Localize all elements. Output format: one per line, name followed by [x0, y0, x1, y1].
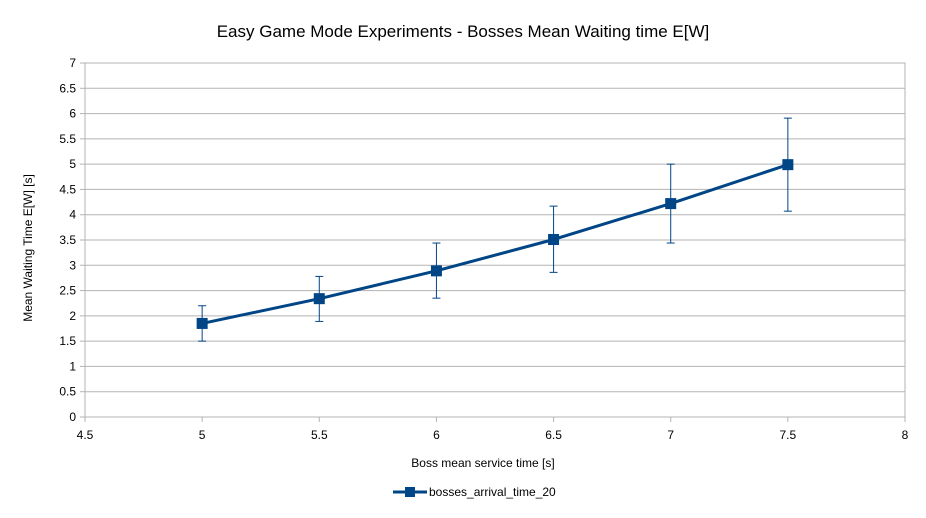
y-tick-label: 6.5	[59, 81, 76, 95]
series-layer	[196, 159, 794, 329]
series-line	[201, 163, 789, 325]
x-tick-label: 7	[667, 428, 674, 442]
y-tick-label: 2	[69, 309, 76, 323]
y-axis: 0 0.5 1 1.5 2 2.5 3 3.5 4 4.5 5 5.5 6 6.5 7	[59, 56, 85, 424]
x-tick-label: 4.5	[77, 428, 94, 442]
y-tick-label: 6	[69, 107, 76, 121]
x-axis: 4.5 5 5.5 6 6.5 7 7.5 8	[77, 417, 909, 442]
y-tick-label: 0	[69, 410, 76, 424]
data-point-marker	[196, 317, 208, 329]
data-point-marker	[665, 198, 677, 210]
x-tick-label: 8	[902, 428, 909, 442]
y-tick-label: 5	[69, 157, 76, 171]
error-bars	[198, 117, 792, 342]
y-tick-label: 5.5	[59, 132, 76, 146]
y-tick-label: 4.5	[59, 182, 76, 196]
data-point-marker	[430, 265, 442, 277]
y-tick-label: 1	[69, 359, 76, 373]
y-tick-label: 2.5	[59, 284, 76, 298]
x-tick-label: 6.5	[545, 428, 562, 442]
y-tick-label: 3.5	[59, 233, 76, 247]
x-tick-label: 7.5	[780, 428, 797, 442]
chart-title: Easy Game Mode Experiments - Bosses Mean…	[217, 22, 710, 41]
data-point-marker	[782, 159, 794, 171]
x-tick-label: 6	[433, 428, 440, 442]
data-point-marker	[313, 293, 325, 305]
y-tick-label: 7	[69, 56, 76, 70]
x-axis-label: Boss mean service time [s]	[411, 456, 554, 470]
legend: bosses_arrival_time_20	[393, 485, 556, 499]
x-tick-label: 5	[199, 428, 206, 442]
y-tick-label: 1.5	[59, 334, 76, 348]
grid	[85, 62, 905, 418]
y-tick-label: 0.5	[59, 385, 76, 399]
legend-marker	[405, 487, 415, 497]
data-point-marker	[548, 233, 560, 245]
y-tick-label: 4	[69, 208, 76, 222]
x-tick-label: 5.5	[311, 428, 328, 442]
y-axis-label: Mean Waiting Time E[W] [s]	[21, 174, 35, 322]
y-tick-label: 3	[69, 258, 76, 272]
legend-label: bosses_arrival_time_20	[429, 485, 556, 499]
